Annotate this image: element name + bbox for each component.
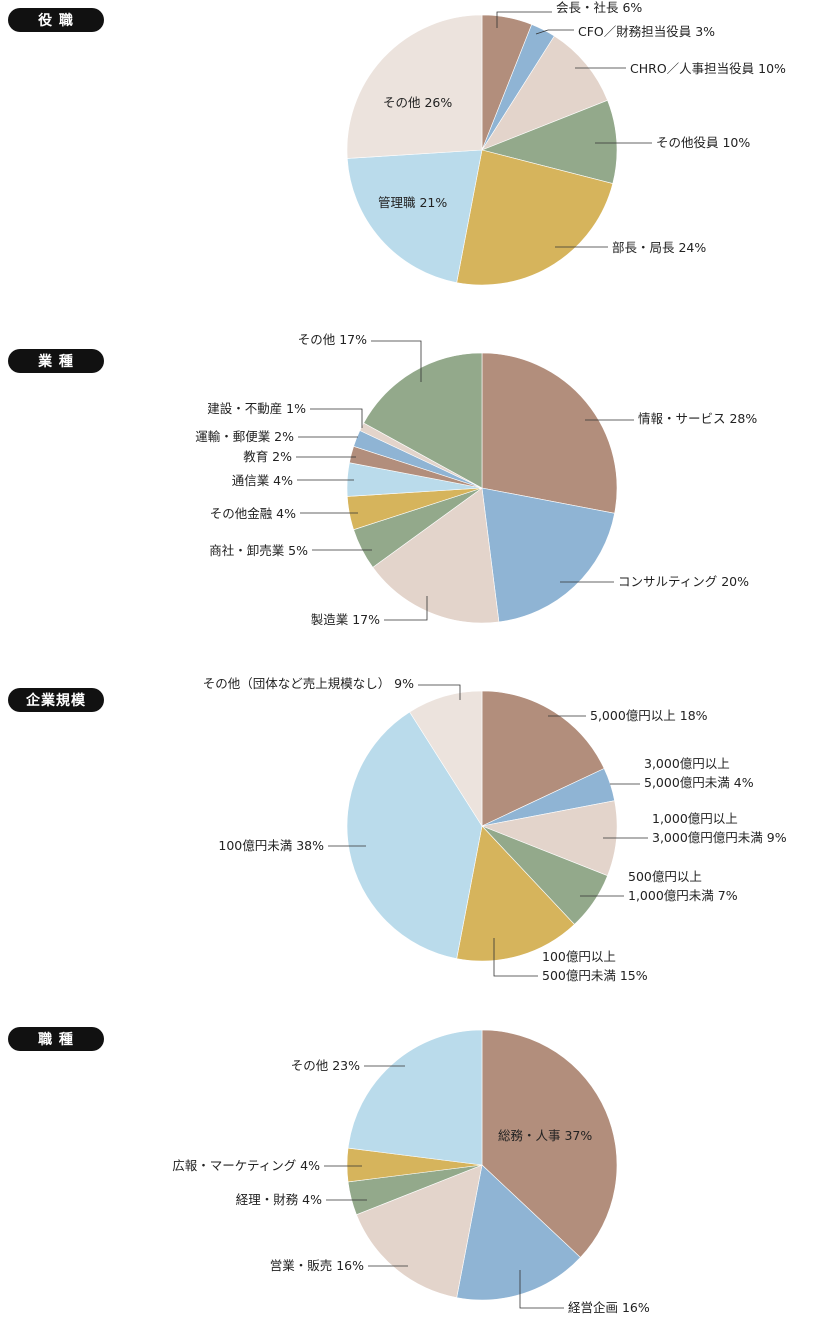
section-label-job-type: 職 種	[8, 1027, 104, 1051]
pie-slice	[481, 35, 608, 151]
slice-label: 商社・卸売業 5%	[209, 543, 308, 558]
slice-label: CFO／財務担当役員 3%	[578, 24, 715, 39]
slice-label: その他 26%	[383, 95, 452, 110]
pie-slice	[481, 352, 618, 514]
leader-line	[535, 29, 574, 35]
pie-slice	[363, 352, 483, 489]
slice-label: 部長・局長 24%	[612, 240, 706, 255]
leader-line	[519, 1270, 564, 1309]
slice-label: その他 23%	[291, 1058, 360, 1073]
slice-label: 会長・社長 6%	[556, 0, 642, 15]
pie-slice	[481, 99, 618, 184]
slice-label: 1,000億円以上 3,000億円億円未満 9%	[652, 811, 787, 845]
section-title: 職 種	[38, 1031, 74, 1048]
pie-slice	[456, 825, 575, 962]
slice-label: 営業・販売 16%	[270, 1258, 364, 1273]
slice-label: コンサルティング 20%	[618, 574, 749, 589]
pie-slice	[346, 711, 483, 959]
slice-label: 運輸・郵便業 2%	[195, 429, 294, 444]
slice-label: 通信業 4%	[232, 473, 293, 488]
pie-chart: 会長・社長 6% CFO／財務担当役員 3% CHRO／人事担当役員 10% その他役…	[346, 0, 786, 286]
section-title: 役 職	[38, 12, 74, 29]
pie-slice	[481, 1029, 618, 1258]
pie-chart: 情報・サービス 28% コンサルティング 20% 製造業 17% 商社・卸売業 5% そ…	[195, 332, 757, 627]
slice-label: 教育 2%	[243, 449, 292, 464]
slice-label: その他 17%	[298, 332, 367, 347]
slice-label: 広報・マーケティング 4%	[172, 1158, 320, 1173]
pie-slice	[481, 690, 605, 827]
leader-line	[384, 596, 428, 621]
section-label-position: 役 職	[8, 8, 104, 32]
section-title: 業 種	[37, 353, 74, 370]
slice-label: その他役員 10%	[656, 135, 750, 150]
pie-slice	[456, 149, 614, 286]
slice-label: 3,000億円以上 5,000億円未満 4%	[644, 756, 754, 790]
section-label-industry: 業 種	[8, 349, 104, 373]
pie-chart: 5,000億円以上 18% 3,000億円以上 5,000億円未満 4% 1,000億…	[203, 676, 787, 983]
pie-slice	[456, 1164, 581, 1301]
slice-label: 5,000億円以上 18%	[590, 708, 708, 723]
pie-slice	[347, 1029, 483, 1166]
leader-line	[371, 340, 422, 382]
slice-label: 建設・不動産 1%	[207, 401, 306, 416]
slice-label: その他金融 4%	[210, 506, 296, 521]
section-label-company-size: 企業規模	[8, 688, 104, 712]
pie-slice	[372, 487, 500, 624]
slice-label: 製造業 17%	[311, 612, 380, 627]
leader-line	[493, 938, 538, 977]
slice-label: 100億円未満 38%	[218, 838, 324, 853]
slice-label: 経理・財務 4%	[236, 1192, 322, 1207]
pie-slice	[346, 14, 483, 159]
pie-slice	[346, 149, 483, 283]
section-title: 企業規模	[25, 692, 86, 709]
pie-slice	[481, 487, 615, 623]
leader-line	[418, 684, 461, 700]
slice-label: 情報・サービス 28%	[638, 411, 757, 426]
slice-label: 管理職 21%	[378, 195, 447, 210]
slice-label: その他（団体など売上規模なし） 9%	[203, 676, 414, 691]
slice-label: 500億円以上 1,000億円未満 7%	[628, 869, 738, 903]
pie-chart: 総務・人事 37% 経営企画 16% 営業・販売 16% 経理・財務 4% 広報・マーケ…	[172, 1029, 650, 1315]
slice-label: 100億円以上 500億円未満 15%	[542, 949, 648, 983]
pie-slice	[356, 1164, 483, 1298]
leader-line	[310, 408, 363, 428]
leader-line	[496, 11, 552, 28]
pie-slice	[409, 690, 483, 828]
slice-label: 総務・人事 37%	[498, 1128, 592, 1143]
slice-label: CHRO／人事担当役員 10%	[630, 61, 786, 76]
slice-label: 経営企画 16%	[568, 1300, 650, 1315]
